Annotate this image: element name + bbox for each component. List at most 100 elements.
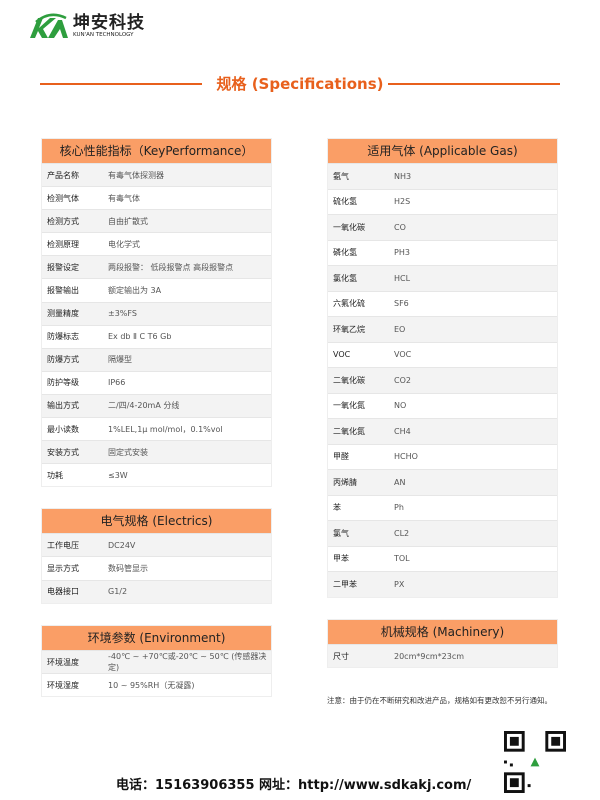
table-row: 防护等级 IP66 bbox=[42, 370, 271, 394]
row-value: CH4 bbox=[394, 426, 411, 436]
table-row: 工作电压 DC24V bbox=[42, 533, 271, 557]
row-label: 报警输出 bbox=[47, 286, 79, 296]
table-row: 二氧化碳 CO2 bbox=[328, 367, 557, 393]
row-value: ≤3W bbox=[108, 470, 128, 480]
table-row: 磷化氢 PH3 bbox=[328, 239, 557, 266]
row-value: Ex db Ⅱ C T6 Gb bbox=[108, 332, 172, 342]
row-label: 六氟化硫 bbox=[333, 299, 365, 309]
table-header: 环境参数 (Environment) bbox=[42, 626, 271, 650]
qr-code-icon bbox=[504, 731, 566, 793]
row-label: 检测气体 bbox=[47, 193, 79, 203]
row-value: G1/2 bbox=[108, 587, 128, 597]
table-row: 产品名称 有毒气体探测器 bbox=[42, 163, 271, 187]
row-value: H2S bbox=[394, 197, 411, 207]
row-value: SF6 bbox=[394, 299, 409, 309]
contact-footer: 电话：15163906355 网址：http://www.sdkakj.com/ bbox=[116, 778, 472, 793]
table-row: 防爆方式 隔爆型 bbox=[42, 347, 271, 371]
company-logo: 坤安科技 KUN'AN TECHNOLOGY bbox=[28, 12, 145, 40]
table-header: 机械规格 (Machinery) bbox=[328, 620, 557, 644]
divider bbox=[388, 83, 560, 85]
row-label: 一氧化氮 bbox=[333, 401, 365, 411]
table-row: 氯化氢 HCL bbox=[328, 265, 557, 291]
row-label: 尺寸 bbox=[333, 651, 349, 661]
row-label: 二氧化碳 bbox=[333, 375, 365, 385]
row-label: 输出方式 bbox=[47, 401, 79, 411]
row-value: HCHO bbox=[394, 452, 418, 462]
table-row: 尺寸 20cm*9cm*23cm bbox=[328, 644, 557, 667]
row-value: PX bbox=[394, 579, 405, 589]
table-row: 苯 Ph bbox=[328, 494, 557, 521]
table-row: 检测方式 自由扩散式 bbox=[42, 209, 271, 233]
section-title: 规格 (Specifications) bbox=[0, 74, 600, 94]
row-value: EO bbox=[394, 324, 406, 334]
row-label: 氯气 bbox=[333, 528, 349, 538]
row-value: TOL bbox=[394, 554, 410, 564]
row-label: 氨气 bbox=[333, 171, 349, 181]
row-value: 有毒气体探测器 bbox=[108, 170, 164, 180]
row-label: 安装方式 bbox=[47, 447, 79, 457]
page-title: 规格 (Specifications) bbox=[216, 75, 384, 93]
row-value: PH3 bbox=[394, 248, 410, 258]
row-value: 有毒气体 bbox=[108, 193, 140, 203]
row-value: 电化学式 bbox=[108, 239, 140, 249]
row-label: 磷化氢 bbox=[333, 248, 357, 258]
row-label: 一氧化碳 bbox=[333, 222, 365, 232]
row-label: 环境湿度 bbox=[47, 680, 79, 690]
divider bbox=[40, 83, 202, 85]
row-label: 丙烯腈 bbox=[333, 477, 357, 487]
row-label: 检测方式 bbox=[47, 216, 79, 226]
row-value: DC24V bbox=[108, 540, 136, 550]
table-row: 二氧化氮 CH4 bbox=[328, 418, 557, 444]
table-row: 环氧乙烷 EO bbox=[328, 316, 557, 342]
table-row: 甲醛 HCHO bbox=[328, 443, 557, 470]
table-header: 核心性能指标（KeyPerformance） bbox=[42, 139, 271, 163]
row-label: 报警设定 bbox=[47, 262, 79, 272]
applicable-gas-table: 适用气体 (Applicable Gas) 氨气 NH3 硫化氢 H2S 一氧化碳 CO 磷化… bbox=[327, 138, 558, 598]
table-row: 最小读数 1%LEL,1μ mol/mol，0.1%vol bbox=[42, 417, 271, 440]
table-row: 防爆标志 Ex db Ⅱ C T6 Gb bbox=[42, 324, 271, 348]
row-value: 二/四/4-20mA 分线 bbox=[108, 401, 180, 411]
row-value: VOC bbox=[394, 350, 412, 360]
row-value: IP66 bbox=[108, 378, 126, 388]
row-label: 苯 bbox=[333, 503, 341, 513]
table-row: 甲苯 TOL bbox=[328, 545, 557, 572]
row-value: 隔爆型 bbox=[108, 355, 132, 365]
row-label: 显示方式 bbox=[47, 563, 79, 573]
table-row: 输出方式 二/四/4-20mA 分线 bbox=[42, 393, 271, 418]
row-value: CO bbox=[394, 222, 406, 232]
disclaimer-note: 注意：由于仍在不断研究和改进产品，规格如有更改恕不另行通知。 bbox=[327, 696, 552, 705]
table-row: VOC VOC bbox=[328, 341, 557, 368]
table-row: 电器接口 G1/2 bbox=[42, 579, 271, 603]
row-value: Ph bbox=[394, 503, 404, 513]
row-label: 甲苯 bbox=[333, 554, 349, 564]
row-value: ±3%FS bbox=[108, 309, 137, 319]
row-value: AN bbox=[394, 477, 406, 487]
row-label: 电器接口 bbox=[47, 587, 79, 597]
table-row: 氨气 NH3 bbox=[328, 163, 557, 189]
row-label: 环氧乙烷 bbox=[333, 324, 365, 334]
row-value: 10 ~ 95%RH（无凝露) bbox=[108, 680, 195, 690]
row-value: HCL bbox=[394, 273, 411, 283]
row-value: 数码管显示 bbox=[108, 563, 148, 573]
row-value: 固定式安装 bbox=[108, 447, 148, 457]
machinery-table: 机械规格 (Machinery) 尺寸 20cm*9cm*23cm bbox=[327, 619, 558, 668]
row-label: 氯化氢 bbox=[333, 273, 357, 283]
row-value: CO2 bbox=[394, 375, 411, 385]
row-label: 检测原理 bbox=[47, 239, 79, 249]
brand-name-cn: 坤安科技 bbox=[73, 12, 145, 33]
row-label: 测量精度 bbox=[47, 309, 79, 319]
table-row: 硫化氢 H2S bbox=[328, 188, 557, 215]
row-value: NH3 bbox=[394, 171, 412, 181]
table-header: 电气规格 (Electrics) bbox=[42, 509, 271, 533]
row-value: 20cm*9cm*23cm bbox=[394, 651, 465, 661]
row-value: CL2 bbox=[394, 528, 410, 538]
row-value: 两段报警： 低段报警点 高段报警点 bbox=[108, 262, 234, 272]
row-label: 二甲苯 bbox=[333, 579, 357, 589]
table-row: 一氧化氮 NO bbox=[328, 392, 557, 419]
table-row: 丙烯腈 AN bbox=[328, 469, 557, 495]
row-label: 硫化氢 bbox=[333, 197, 357, 207]
row-value: 自由扩散式 bbox=[108, 216, 148, 226]
brand-name-en: KUN'AN TECHNOLOGY bbox=[73, 31, 134, 38]
key-performance-table: 核心性能指标（KeyPerformance） 产品名称 有毒气体探测器检测气体 有毒气… bbox=[41, 138, 272, 488]
row-value: 1%LEL,1μ mol/mol，0.1%vol bbox=[108, 424, 223, 434]
